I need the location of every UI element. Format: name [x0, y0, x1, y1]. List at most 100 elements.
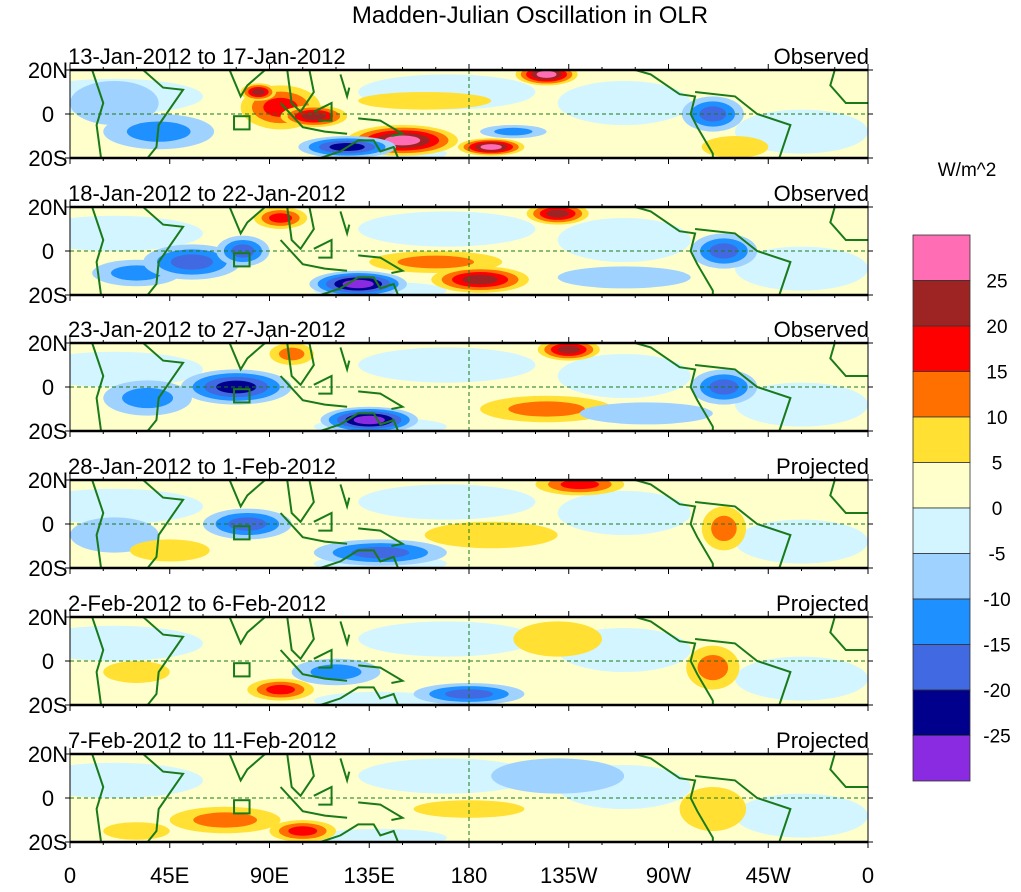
coastline — [339, 621, 351, 648]
index-box — [233, 252, 251, 268]
coastline — [358, 801, 406, 821]
y-tick-label: 20S — [28, 419, 67, 444]
panel-kind-label: Projected — [776, 591, 869, 616]
neutral-negative-patch — [358, 484, 536, 520]
panel-date-range: 28-Jan-2012 to 1-Feb-2012 — [68, 454, 336, 479]
panel-field — [70, 754, 868, 842]
neutral-negative-patch — [358, 211, 536, 247]
index-box — [233, 115, 251, 131]
colorbar-label: 5 — [992, 454, 1003, 475]
coastline — [694, 364, 792, 431]
coastline — [91, 754, 105, 842]
coastline — [829, 207, 868, 241]
colorbar-units: W/m^2 — [938, 160, 997, 181]
coastline — [320, 549, 399, 568]
neutral-negative-patch — [358, 621, 536, 657]
colorbar-label: 10 — [986, 408, 1007, 429]
index-box — [233, 662, 251, 678]
anomaly-contour — [103, 822, 170, 840]
coastline — [142, 617, 185, 705]
anomaly-contour — [129, 539, 210, 562]
x-tick-label: 0 — [64, 863, 76, 887]
neutral-negative-patch — [735, 793, 868, 838]
panel-kind-label: Observed — [774, 44, 869, 69]
coastline — [634, 617, 714, 705]
colorbar-label: -5 — [989, 545, 1006, 566]
colorbar-box — [912, 371, 971, 418]
colorbar-label: -25 — [983, 727, 1010, 748]
index-box — [233, 799, 251, 815]
x-tick-label: 135W — [540, 863, 598, 887]
y-tick-label: 20N — [28, 195, 68, 220]
colorbar-label: -15 — [983, 636, 1010, 657]
coastline — [339, 484, 351, 511]
coastline — [694, 775, 792, 842]
coastline — [91, 70, 105, 158]
coastline — [358, 254, 406, 274]
coastline — [694, 638, 792, 705]
coastline — [320, 276, 399, 295]
anomaly-contour — [266, 684, 295, 695]
x-tick-label: 180 — [451, 863, 488, 887]
panel-field — [70, 343, 868, 431]
colorbar-box — [912, 553, 971, 600]
coastline — [142, 70, 185, 158]
coastline — [313, 511, 333, 532]
x-tick-label: 135E — [344, 863, 395, 887]
coastline — [313, 101, 333, 122]
y-tick-label: 20N — [28, 605, 68, 630]
coastline — [279, 649, 348, 682]
coastline — [694, 91, 792, 158]
anomaly-contour — [557, 266, 691, 289]
y-tick-label: 0 — [42, 512, 54, 537]
coastline — [228, 343, 266, 372]
coastline — [91, 207, 105, 295]
coastline — [634, 343, 714, 431]
coastline — [313, 785, 333, 806]
neutral-negative-patch — [358, 347, 536, 383]
coastline — [829, 70, 868, 104]
coastline — [358, 527, 406, 547]
coastline — [279, 375, 348, 408]
coastline — [228, 70, 266, 99]
panel-2: 20N 0 20S 18-Jan-2012 to 22-Jan-2012 Observe… — [28, 181, 873, 308]
coastline — [142, 207, 185, 295]
coastline — [829, 617, 868, 651]
y-tick-label: 20N — [28, 468, 68, 493]
coastline — [142, 754, 185, 842]
coastline — [313, 238, 333, 259]
coastline — [829, 480, 868, 514]
y-tick-label: 20N — [28, 331, 68, 356]
y-tick-label: 0 — [42, 375, 54, 400]
coastline — [339, 211, 351, 238]
coastline — [694, 501, 792, 568]
index-box — [233, 525, 251, 541]
coastline — [313, 648, 333, 669]
anomaly-contour — [491, 758, 625, 794]
colorbar-box — [912, 325, 971, 372]
colorbar-box — [912, 280, 971, 327]
coastline — [829, 343, 868, 377]
colorbar-label: 15 — [986, 363, 1007, 384]
anomaly-contour — [494, 127, 533, 136]
panel-kind-label: Observed — [774, 317, 869, 342]
coastline — [91, 480, 105, 568]
anomaly-contour — [103, 661, 170, 683]
colorbar-label: -10 — [983, 590, 1010, 611]
anomaly-contour — [508, 401, 585, 417]
colorbar: W/m^2 25 20 15 10 5 0 -5 -10 -15 -20 -25 — [912, 160, 1011, 782]
coastline — [142, 343, 185, 431]
colorbar-label: 0 — [992, 499, 1003, 520]
coastline — [320, 686, 399, 705]
colorbar-label: 25 — [986, 272, 1007, 293]
neutral-negative-patch — [735, 656, 868, 701]
y-tick-label: 20N — [28, 58, 68, 83]
coastline — [286, 70, 315, 114]
coastline — [829, 754, 868, 788]
coastline — [279, 512, 348, 545]
coastline — [228, 617, 266, 646]
anomaly-contour — [70, 517, 159, 553]
coastline — [634, 754, 714, 842]
panel-date-range: 23-Jan-2012 to 27-Jan-2012 — [68, 317, 346, 342]
coastline — [320, 823, 399, 842]
